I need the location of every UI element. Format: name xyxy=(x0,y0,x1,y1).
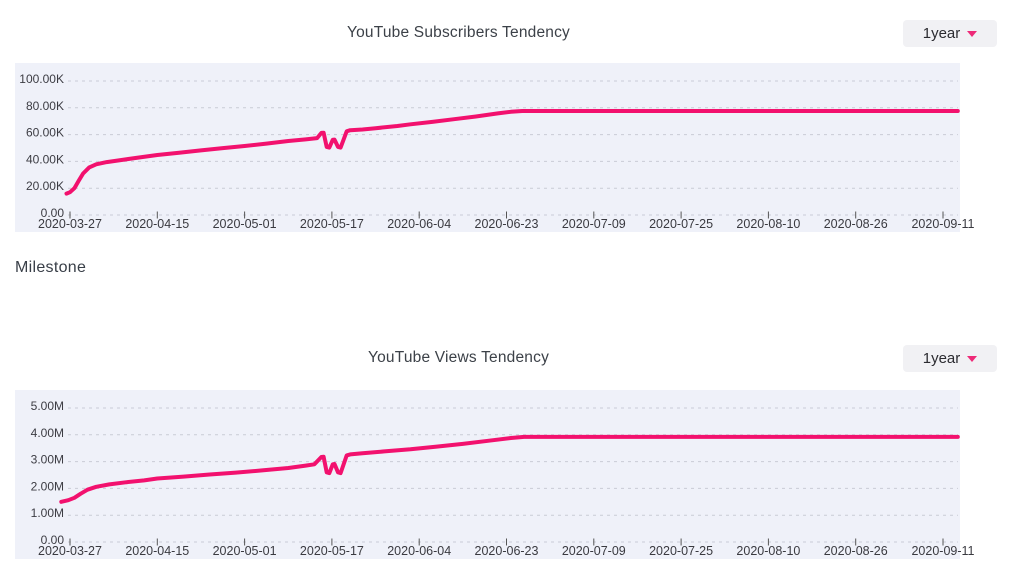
x-axis-label: 2020-05-01 xyxy=(213,544,277,558)
plot-background xyxy=(15,390,960,559)
y-axis-label: 20.00K xyxy=(26,179,64,193)
y-axis-label: 0.00 xyxy=(41,206,65,220)
x-axis-label: 2020-03-27 xyxy=(38,217,102,231)
y-axis-label: 80.00K xyxy=(26,99,64,113)
chevron-down-icon xyxy=(967,356,978,362)
x-axis-label: 2020-06-04 xyxy=(387,217,451,231)
y-axis-label: 0.00 xyxy=(41,533,65,547)
x-axis-label: 2020-03-27 xyxy=(38,544,102,558)
x-axis-label: 2020-06-23 xyxy=(475,217,539,231)
chevron-down-icon xyxy=(967,31,978,37)
x-axis-label: 2020-07-09 xyxy=(562,217,626,231)
x-axis-label: 2020-08-10 xyxy=(736,544,800,558)
subscribers-chart-canvas: 0.00 20.00K 40.00K 60.00K 80.00K 100.00K 2020-… xyxy=(15,63,975,232)
x-axis-label: 2020-06-04 xyxy=(387,544,451,558)
x-axis-label: 2020-09-11 xyxy=(911,217,974,231)
x-axis-label: 2020-09-11 xyxy=(911,544,974,558)
views-chart-canvas: 0.00 1.00M 2.00M 3.00M 4.00M 5.00M 2020-03-27 2… xyxy=(15,390,975,559)
milestone-label: Milestone xyxy=(15,259,87,276)
y-axis-label: 60.00K xyxy=(26,126,64,140)
y-axis-label: 100.00K xyxy=(19,72,64,86)
x-axis-label: 2020-05-17 xyxy=(300,217,364,231)
y-axis-label: 3.00M xyxy=(31,453,64,467)
x-axis-label: 2020-08-10 xyxy=(736,217,800,231)
x-axis-label: 2020-06-23 xyxy=(475,544,539,558)
subscribers-range-dropdown[interactable]: 1year xyxy=(903,20,997,47)
y-axis-label: 40.00K xyxy=(26,152,64,166)
y-axis-label: 5.00M xyxy=(31,399,64,413)
x-axis-label: 2020-07-25 xyxy=(649,217,713,231)
y-axis-label: 2.00M xyxy=(31,479,64,493)
x-axis-label: 2020-07-09 xyxy=(562,544,626,558)
x-axis-label: 2020-08-26 xyxy=(824,544,888,558)
subscribers-chart-title: YouTube Subscribers Tendency xyxy=(346,24,571,41)
x-axis-label: 2020-04-15 xyxy=(125,544,189,558)
y-axis-label: 1.00M xyxy=(31,506,64,520)
x-axis-label: 2020-05-01 xyxy=(213,217,277,231)
x-axis-label: 2020-07-25 xyxy=(649,544,713,558)
range-dropdown-label: 1year xyxy=(922,350,961,367)
range-dropdown-label: 1year xyxy=(922,25,961,42)
x-axis-label: 2020-08-26 xyxy=(824,217,888,231)
x-axis-label: 2020-04-15 xyxy=(125,217,189,231)
plot-background xyxy=(15,63,960,232)
trend-line xyxy=(64,109,960,196)
trend-line xyxy=(59,434,960,504)
y-axis-label: 4.00M xyxy=(31,426,64,440)
x-axis-label: 2020-05-17 xyxy=(300,544,364,558)
views-chart-title: YouTube Views Tendency xyxy=(367,349,550,366)
views-range-dropdown[interactable]: 1year xyxy=(903,345,997,372)
